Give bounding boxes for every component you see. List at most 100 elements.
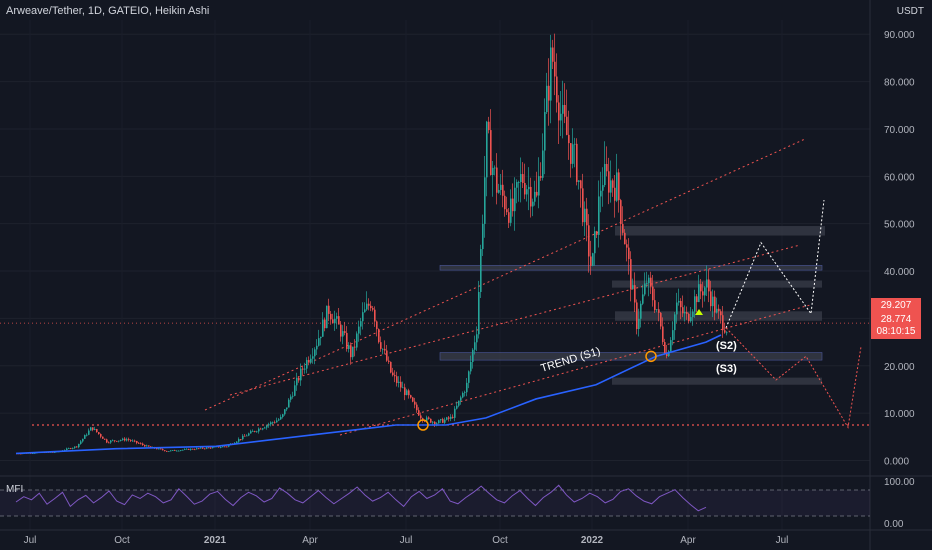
candle-body xyxy=(506,209,508,213)
candle-body xyxy=(286,407,288,410)
candle-body xyxy=(386,350,388,361)
candle-body xyxy=(242,435,244,440)
candle-body xyxy=(440,419,442,421)
chart-title: Arweave/Tether, 1D, GATEIO, Heikin Ashi xyxy=(6,5,210,17)
candle-body xyxy=(412,397,414,402)
pivot-circle xyxy=(417,419,429,431)
candle-body xyxy=(362,312,364,322)
candle-body xyxy=(96,429,98,433)
candle-body xyxy=(488,121,490,131)
candle-body xyxy=(602,185,604,191)
signal-triangle xyxy=(695,309,703,315)
candle-body xyxy=(612,180,614,188)
mfi-tick: 100.00 xyxy=(884,477,915,488)
candle-body xyxy=(264,427,266,429)
candle-body xyxy=(324,319,326,329)
candle-body xyxy=(102,436,104,439)
candle-body xyxy=(86,434,88,436)
y-tick-label: 0.000 xyxy=(884,457,909,468)
candle-body xyxy=(692,311,694,318)
candle-body xyxy=(312,356,314,359)
candle-body xyxy=(320,336,322,339)
candle-body xyxy=(554,61,556,77)
candle-body xyxy=(78,443,80,448)
candle-body xyxy=(100,434,102,437)
zone xyxy=(612,377,822,385)
candle-body xyxy=(334,318,336,324)
candle-body xyxy=(642,294,644,304)
candle-body xyxy=(274,422,276,424)
channel-line xyxy=(204,138,806,411)
candle-body xyxy=(518,181,520,183)
candle-body xyxy=(408,390,410,396)
candle-body xyxy=(212,447,214,449)
candle-body xyxy=(438,420,440,424)
candle-body xyxy=(444,419,446,423)
y-tick-label: 50.000 xyxy=(884,220,915,231)
candle-body xyxy=(68,448,70,450)
candle-body xyxy=(132,440,134,442)
candle-body xyxy=(186,448,188,450)
candle-body xyxy=(652,286,654,301)
candle-body xyxy=(432,421,434,423)
candle-body xyxy=(610,180,612,193)
candle-body xyxy=(368,303,370,306)
candle-body xyxy=(480,249,482,292)
candle-body xyxy=(352,346,354,358)
candle-body xyxy=(446,417,448,420)
candle-body xyxy=(298,377,300,381)
candle-body xyxy=(702,291,704,296)
candle-body xyxy=(458,400,460,406)
candle-body xyxy=(478,291,480,335)
candle-body xyxy=(90,427,92,431)
candle-body xyxy=(308,359,310,363)
candle-body xyxy=(546,85,548,113)
candle-body xyxy=(120,440,122,441)
candle-body xyxy=(498,189,500,193)
candle-body xyxy=(332,319,334,324)
candle-body xyxy=(560,113,562,121)
candle-body xyxy=(548,85,550,101)
candle-body xyxy=(394,375,396,377)
candle-body xyxy=(708,279,710,292)
candle-body xyxy=(66,448,68,451)
candle-body xyxy=(134,440,136,442)
candle-body xyxy=(528,186,530,190)
candle-body xyxy=(190,448,192,450)
candle-body xyxy=(572,144,574,164)
currency-label[interactable]: USDT xyxy=(896,6,924,17)
candle-body xyxy=(618,172,620,201)
channel-line xyxy=(339,304,811,436)
time-axis[interactable]: Jul Oct 2021 Apr Jul Oct 2022 Apr Jul xyxy=(0,529,932,546)
candle-body xyxy=(540,176,542,178)
candle-body xyxy=(258,428,260,432)
candle-body xyxy=(206,447,208,449)
candle-body xyxy=(106,439,108,443)
price-axis[interactable]: 0.00010.00020.00030.00040.00050.00060.00… xyxy=(869,0,915,550)
candle-body xyxy=(580,180,582,189)
candle-body xyxy=(512,198,514,212)
candle-body xyxy=(228,445,230,447)
candle-body xyxy=(450,416,452,419)
candle-body xyxy=(342,331,344,337)
candle-body xyxy=(280,416,282,420)
s2-label: (S2) xyxy=(716,340,737,352)
candle-body xyxy=(460,397,462,401)
candle-body xyxy=(118,440,120,442)
y-tick-label: 90.000 xyxy=(884,30,915,41)
candle-body xyxy=(494,167,496,169)
candle-body xyxy=(110,440,112,443)
candle-body xyxy=(136,440,138,443)
candle-body xyxy=(306,359,308,369)
candle-body xyxy=(516,182,518,188)
candle-body xyxy=(454,408,456,418)
candle-body xyxy=(606,163,608,172)
candle-body xyxy=(346,332,348,349)
candle-body xyxy=(522,174,524,183)
y-tick-label: 70.000 xyxy=(884,125,915,136)
candle-body xyxy=(130,440,132,441)
candle-body xyxy=(302,368,304,370)
candle-body xyxy=(418,410,420,416)
candle-body xyxy=(600,190,602,197)
